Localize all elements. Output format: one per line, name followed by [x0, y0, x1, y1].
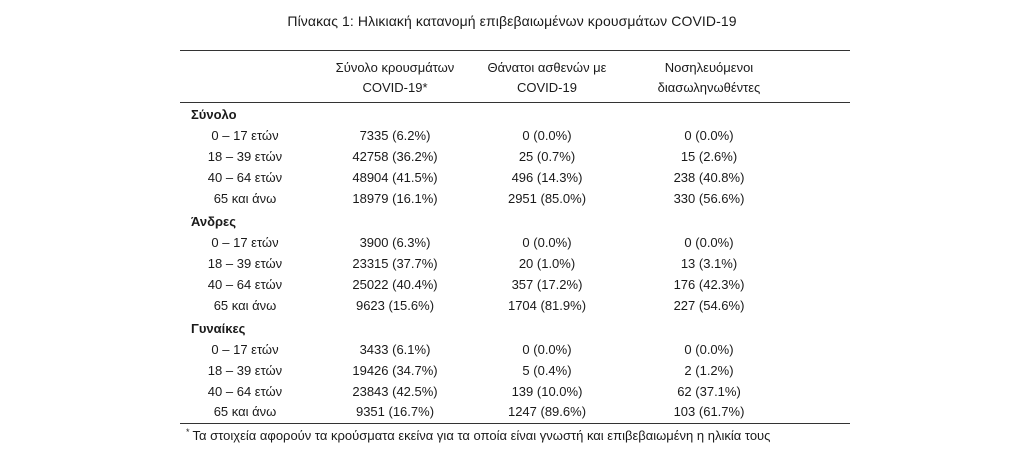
intubated-cell: 330 (56.6%)	[673, 191, 745, 206]
table-row: 0 – 17 ετών 7335 (6.2%) 0 (0.0%) 0 (0.0%…	[0, 126, 1024, 146]
table-top-rule	[180, 50, 850, 51]
cases-cell: 3433 (6.1%)	[359, 342, 431, 357]
deaths-cell: 2951 (85.0%)	[507, 191, 587, 206]
deaths-cell: 357 (17.2%)	[511, 277, 583, 292]
table-row: 18 – 39 ετών 42758 (36.2%) 25 (0.7%) 15 …	[0, 147, 1024, 167]
deaths-cell: 496 (14.3%)	[511, 170, 583, 185]
cases-cell: 18979 (16.1%)	[352, 191, 438, 206]
header-intubated: Νοσηλευόμενοι διασωληνωθέντες	[614, 58, 804, 98]
table-row: 40 – 64 ετών 23843 (42.5%) 139 (10.0%) 6…	[0, 382, 1024, 402]
header-deaths: Θάνατοι ασθενών με COVID-19	[452, 58, 642, 98]
age-cell: 65 και άνω	[213, 298, 277, 313]
intubated-cell: 13 (3.1%)	[680, 256, 738, 271]
intubated-cell: 0 (0.0%)	[684, 128, 734, 143]
cases-cell: 25022 (40.4%)	[352, 277, 438, 292]
deaths-cell: 1247 (89.6%)	[507, 404, 587, 419]
cases-cell: 48904 (41.5%)	[352, 170, 438, 185]
deaths-cell: 0 (0.0%)	[522, 128, 572, 143]
deaths-cell: 0 (0.0%)	[522, 235, 572, 250]
intubated-cell: 62 (37.1%)	[677, 384, 741, 399]
table-caption: Πίνακας 1: Ηλικιακή κατανομή επιβεβαιωμέ…	[287, 13, 737, 29]
cases-cell: 23843 (42.5%)	[352, 384, 438, 399]
header-deaths-line2: COVID-19	[517, 80, 577, 95]
header-total-cases: Σύνολο κρουσμάτων COVID-19*	[300, 58, 490, 98]
intubated-cell: 0 (0.0%)	[684, 342, 734, 357]
table-row: 40 – 64 ετών 48904 (41.5%) 496 (14.3%) 2…	[0, 168, 1024, 188]
age-cell: 18 – 39 ετών	[207, 256, 283, 271]
table-row: 40 – 64 ετών 25022 (40.4%) 357 (17.2%) 1…	[0, 275, 1024, 295]
intubated-cell: 238 (40.8%)	[673, 170, 745, 185]
intubated-cell: 2 (1.2%)	[684, 363, 734, 378]
cases-cell: 9623 (15.6%)	[355, 298, 435, 313]
age-cell: 40 – 64 ετών	[207, 170, 283, 185]
group-title-total: Σύνολο	[191, 107, 237, 122]
cases-cell: 42758 (36.2%)	[352, 149, 438, 164]
table-row: 0 – 17 ετών 3433 (6.1%) 0 (0.0%) 0 (0.0%…	[0, 340, 1024, 360]
deaths-cell: 139 (10.0%)	[511, 384, 583, 399]
cases-cell: 3900 (6.3%)	[359, 235, 431, 250]
deaths-cell: 25 (0.7%)	[518, 149, 576, 164]
table-bottom-rule	[180, 423, 850, 424]
intubated-cell: 227 (54.6%)	[673, 298, 745, 313]
age-cell: 0 – 17 ετών	[211, 342, 279, 357]
deaths-cell: 5 (0.4%)	[522, 363, 572, 378]
group-title-women: Γυναίκες	[191, 321, 246, 336]
deaths-cell: 1704 (81.9%)	[507, 298, 587, 313]
age-cell: 0 – 17 ετών	[211, 235, 279, 250]
header-deaths-line1: Θάνατοι ασθενών με	[487, 60, 607, 75]
age-cell: 0 – 17 ετών	[211, 128, 279, 143]
table-row: 65 και άνω 9623 (15.6%) 1704 (81.9%) 227…	[0, 296, 1024, 316]
age-cell: 18 – 39 ετών	[207, 149, 283, 164]
group-title-men: Άνδρες	[191, 214, 236, 229]
age-cell: 65 και άνω	[213, 191, 277, 206]
table-row: 18 – 39 ετών 19426 (34.7%) 5 (0.4%) 2 (1…	[0, 361, 1024, 381]
age-cell: 65 και άνω	[213, 404, 277, 419]
footnote-marker: *	[186, 427, 190, 437]
cases-cell: 19426 (34.7%)	[352, 363, 438, 378]
intubated-cell: 15 (2.6%)	[680, 149, 738, 164]
table-row: 65 και άνω 18979 (16.1%) 2951 (85.0%) 33…	[0, 189, 1024, 209]
table-row: 0 – 17 ετών 3900 (6.3%) 0 (0.0%) 0 (0.0%…	[0, 233, 1024, 253]
deaths-cell: 0 (0.0%)	[522, 342, 572, 357]
age-cell: 18 – 39 ετών	[207, 363, 283, 378]
cases-cell: 7335 (6.2%)	[359, 128, 431, 143]
intubated-cell: 103 (61.7%)	[673, 404, 745, 419]
deaths-cell: 20 (1.0%)	[518, 256, 576, 271]
cases-cell: 9351 (16.7%)	[355, 404, 435, 419]
table-header-rule	[180, 102, 850, 103]
header-intubated-line1: Νοσηλευόμενοι	[664, 60, 754, 75]
header-total-cases-line1: Σύνολο κρουσμάτων	[335, 60, 455, 75]
footnote-text: Τα στοιχεία αφορούν τα κρούσματα εκείνα …	[192, 428, 771, 443]
table-row: 18 – 39 ετών 23315 (37.7%) 20 (1.0%) 13 …	[0, 254, 1024, 274]
cases-cell: 23315 (37.7%)	[352, 256, 438, 271]
intubated-cell: 176 (42.3%)	[673, 277, 745, 292]
age-cell: 40 – 64 ετών	[207, 384, 283, 399]
age-cell: 40 – 64 ετών	[207, 277, 283, 292]
intubated-cell: 0 (0.0%)	[684, 235, 734, 250]
table-footnote: * Τα στοιχεία αφορούν τα κρούσματα εκείνα…	[186, 426, 770, 446]
header-total-cases-line2: COVID-19*	[362, 80, 428, 95]
header-intubated-line2: διασωληνωθέντες	[657, 80, 761, 95]
table-row: 65 και άνω 9351 (16.7%) 1247 (89.6%) 103…	[0, 402, 1024, 422]
